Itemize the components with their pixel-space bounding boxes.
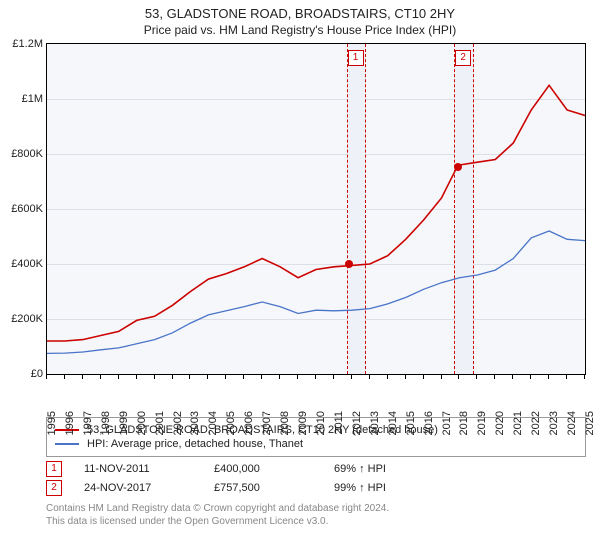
x-tick-label: 2002 (172, 411, 184, 435)
chart-container: 53, GLADSTONE ROAD, BROADSTAIRS, CT10 2H… (0, 0, 600, 528)
subtitle: Price paid vs. HM Land Registry's House … (0, 23, 600, 37)
x-tick-label: 2022 (530, 411, 542, 435)
y-tick-label: £1M (3, 93, 43, 105)
x-tick-mark (46, 375, 47, 379)
x-tick-mark (82, 375, 83, 379)
x-tick-mark (315, 375, 316, 379)
event-date: 11-NOV-2011 (84, 463, 214, 475)
x-tick-mark (584, 375, 585, 379)
x-axis: 1995199619971998199920002001200220032004… (46, 375, 586, 415)
x-tick-label: 1996 (64, 411, 76, 435)
event-row: 2 24-NOV-2017 £757,500 99% ↑ HPI (46, 480, 586, 496)
footer-line: Contains HM Land Registry data © Crown c… (46, 502, 586, 515)
footer: Contains HM Land Registry data © Crown c… (46, 502, 586, 528)
plot-area: £0£200K£400K£600K£800K£1M£1.2M12 (46, 43, 586, 375)
sale-dot (454, 163, 462, 171)
event-marker-box: 1 (46, 461, 62, 477)
x-tick-label: 1995 (46, 411, 58, 435)
x-tick-mark (118, 375, 119, 379)
x-tick-mark (136, 375, 137, 379)
x-tick-label: 2009 (297, 411, 309, 435)
y-tick-label: £800K (3, 148, 43, 160)
sale-marker-label: 1 (348, 50, 364, 66)
sale-marker-label: 2 (455, 50, 471, 66)
x-tick-mark (369, 375, 370, 379)
x-tick-label: 2001 (154, 411, 166, 435)
y-tick-label: £600K (3, 203, 43, 215)
x-tick-mark (566, 375, 567, 379)
x-tick-label: 2006 (243, 411, 255, 435)
x-tick-mark (154, 375, 155, 379)
x-tick-label: 2015 (405, 411, 417, 435)
x-tick-mark (512, 375, 513, 379)
x-tick-label: 2011 (333, 411, 345, 435)
event-row: 1 11-NOV-2011 £400,000 69% ↑ HPI (46, 461, 586, 477)
sale-dot (345, 260, 353, 268)
x-tick-label: 2019 (476, 411, 488, 435)
x-tick-mark (387, 375, 388, 379)
x-tick-mark (100, 375, 101, 379)
x-tick-mark (351, 375, 352, 379)
x-tick-label: 2025 (584, 411, 596, 435)
y-tick-label: £0 (3, 368, 43, 380)
line-layer (47, 44, 585, 374)
legend-swatch-hpi (55, 443, 79, 445)
x-tick-mark (458, 375, 459, 379)
x-tick-mark (207, 375, 208, 379)
x-tick-label: 1997 (82, 411, 94, 435)
x-tick-mark (172, 375, 173, 379)
x-tick-label: 2003 (189, 411, 201, 435)
x-tick-mark (494, 375, 495, 379)
x-tick-mark (530, 375, 531, 379)
x-tick-label: 2014 (387, 411, 399, 435)
x-tick-mark (405, 375, 406, 379)
x-tick-label: 1998 (100, 411, 112, 435)
event-price: £757,500 (214, 482, 334, 494)
legend-row-hpi: HPI: Average price, detached house, Than… (55, 438, 577, 450)
event-table: 1 11-NOV-2011 £400,000 69% ↑ HPI 2 24-NO… (46, 461, 586, 496)
x-tick-label: 2023 (548, 411, 560, 435)
x-tick-label: 2008 (279, 411, 291, 435)
event-marker-box: 2 (46, 480, 62, 496)
event-vs-hpi: 69% ↑ HPI (334, 463, 386, 475)
x-tick-label: 2017 (441, 411, 453, 435)
footer-line: This data is licensed under the Open Gov… (46, 515, 586, 528)
x-tick-mark (297, 375, 298, 379)
x-tick-label: 2007 (261, 411, 273, 435)
series-line (47, 85, 585, 341)
x-tick-mark (423, 375, 424, 379)
x-tick-label: 2010 (315, 411, 327, 435)
y-tick-label: £1.2M (3, 38, 43, 50)
x-tick-mark (261, 375, 262, 379)
address-title: 53, GLADSTONE ROAD, BROADSTAIRS, CT10 2H… (0, 6, 600, 21)
x-tick-label: 2000 (136, 411, 148, 435)
x-tick-label: 2004 (207, 411, 219, 435)
x-tick-mark (64, 375, 65, 379)
legend-label-hpi: HPI: Average price, detached house, Than… (87, 438, 303, 450)
x-tick-label: 2021 (512, 411, 524, 435)
x-tick-label: 2016 (423, 411, 435, 435)
y-tick-label: £400K (3, 258, 43, 270)
x-tick-mark (225, 375, 226, 379)
x-tick-label: 2018 (458, 411, 470, 435)
series-line (47, 231, 585, 353)
x-tick-label: 2020 (494, 411, 506, 435)
x-tick-mark (476, 375, 477, 379)
x-tick-label: 2012 (351, 411, 363, 435)
x-tick-label: 2013 (369, 411, 381, 435)
x-tick-mark (548, 375, 549, 379)
x-tick-label: 2024 (566, 411, 578, 435)
event-price: £400,000 (214, 463, 334, 475)
y-tick-label: £200K (3, 313, 43, 325)
event-date: 24-NOV-2017 (84, 482, 214, 494)
x-tick-mark (189, 375, 190, 379)
x-tick-mark (441, 375, 442, 379)
x-tick-mark (333, 375, 334, 379)
x-tick-mark (243, 375, 244, 379)
titles: 53, GLADSTONE ROAD, BROADSTAIRS, CT10 2H… (0, 0, 600, 37)
x-tick-label: 2005 (225, 411, 237, 435)
event-vs-hpi: 99% ↑ HPI (334, 482, 386, 494)
x-tick-mark (279, 375, 280, 379)
x-tick-label: 1999 (118, 411, 130, 435)
